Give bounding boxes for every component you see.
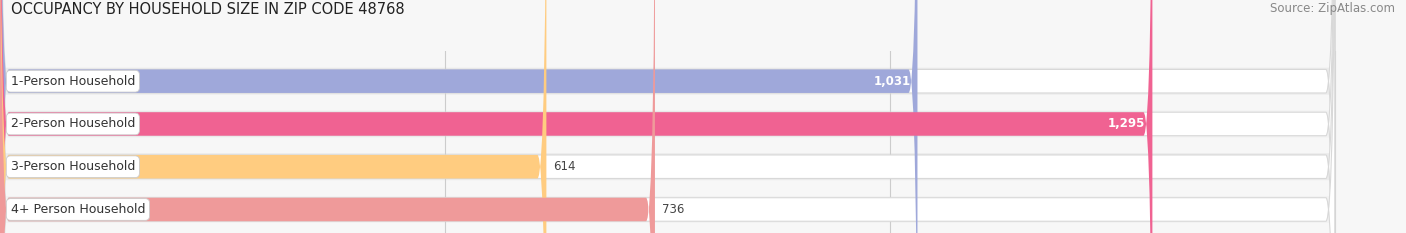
Text: Source: ZipAtlas.com: Source: ZipAtlas.com	[1270, 2, 1395, 15]
FancyBboxPatch shape	[0, 0, 547, 233]
Text: OCCUPANCY BY HOUSEHOLD SIZE IN ZIP CODE 48768: OCCUPANCY BY HOUSEHOLD SIZE IN ZIP CODE …	[11, 2, 405, 17]
Text: 2-Person Household: 2-Person Household	[11, 117, 135, 130]
FancyBboxPatch shape	[0, 153, 1334, 180]
Text: 736: 736	[662, 203, 685, 216]
Text: 1,031: 1,031	[873, 75, 910, 88]
FancyBboxPatch shape	[0, 110, 1334, 137]
FancyBboxPatch shape	[0, 0, 918, 233]
FancyBboxPatch shape	[0, 0, 1334, 233]
Text: 1,295: 1,295	[1108, 117, 1146, 130]
FancyBboxPatch shape	[0, 68, 1334, 95]
FancyBboxPatch shape	[0, 0, 655, 233]
FancyBboxPatch shape	[0, 0, 1334, 233]
Text: 1-Person Household: 1-Person Household	[11, 75, 135, 88]
FancyBboxPatch shape	[0, 0, 1334, 233]
Text: 614: 614	[554, 160, 576, 173]
FancyBboxPatch shape	[0, 0, 1334, 233]
FancyBboxPatch shape	[0, 196, 1334, 223]
Text: 3-Person Household: 3-Person Household	[11, 160, 135, 173]
FancyBboxPatch shape	[0, 0, 1153, 233]
Text: 4+ Person Household: 4+ Person Household	[11, 203, 145, 216]
